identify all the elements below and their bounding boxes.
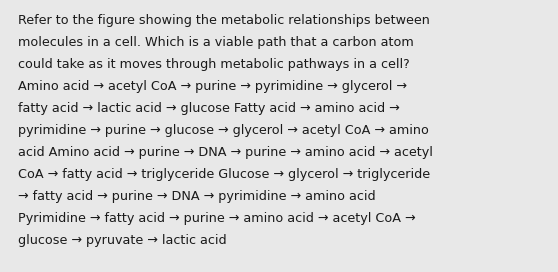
Text: glucose → pyruvate → lactic acid: glucose → pyruvate → lactic acid	[18, 234, 227, 247]
Text: CoA → fatty acid → triglyceride Glucose → glycerol → triglyceride: CoA → fatty acid → triglyceride Glucose …	[18, 168, 430, 181]
Text: fatty acid → lactic acid → glucose Fatty acid → amino acid →: fatty acid → lactic acid → glucose Fatty…	[18, 102, 400, 115]
Text: Amino acid → acetyl CoA → purine → pyrimidine → glycerol →: Amino acid → acetyl CoA → purine → pyrim…	[18, 80, 407, 93]
Text: pyrimidine → purine → glucose → glycerol → acetyl CoA → amino: pyrimidine → purine → glucose → glycerol…	[18, 124, 429, 137]
Text: Pyrimidine → fatty acid → purine → amino acid → acetyl CoA →: Pyrimidine → fatty acid → purine → amino…	[18, 212, 416, 225]
Text: Refer to the figure showing the metabolic relationships between: Refer to the figure showing the metaboli…	[18, 14, 430, 27]
Text: molecules in a cell. Which is a viable path that a carbon atom: molecules in a cell. Which is a viable p…	[18, 36, 413, 49]
Text: acid Amino acid → purine → DNA → purine → amino acid → acetyl: acid Amino acid → purine → DNA → purine …	[18, 146, 433, 159]
Text: → fatty acid → purine → DNA → pyrimidine → amino acid: → fatty acid → purine → DNA → pyrimidine…	[18, 190, 376, 203]
Text: could take as it moves through metabolic pathways in a cell?: could take as it moves through metabolic…	[18, 58, 410, 71]
